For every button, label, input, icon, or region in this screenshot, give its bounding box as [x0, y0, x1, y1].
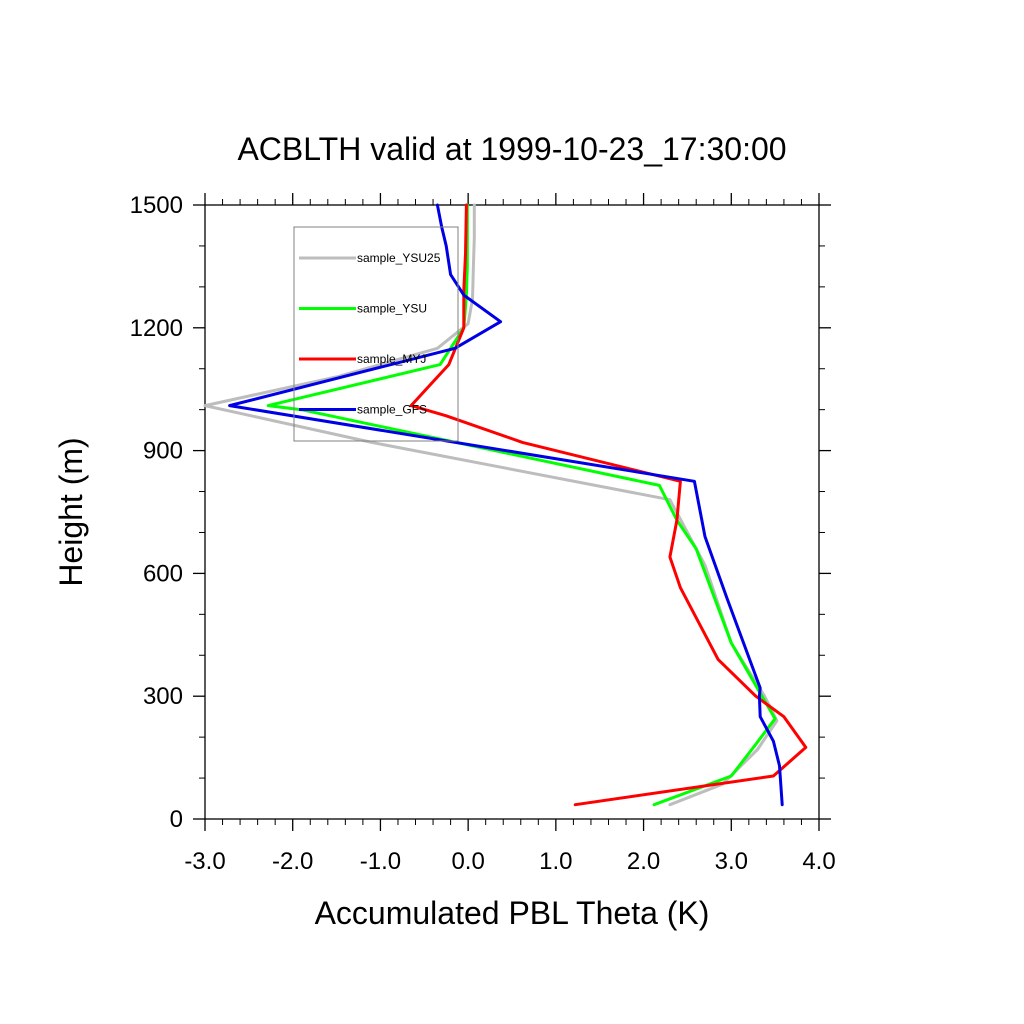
y-tick-label: 900 — [143, 438, 183, 465]
x-tick-label: 1.0 — [539, 848, 572, 875]
major-ticks — [193, 193, 831, 831]
legend-label: sample_MYJ — [357, 352, 426, 366]
y-axis-label: Height (m) — [53, 437, 89, 586]
series-line-sample-ysu — [266, 203, 777, 807]
minor-ticks — [199, 199, 825, 825]
x-tick-label: -1.0 — [360, 848, 401, 875]
legend-items: sample_YSU25 sample_YSU sample_MYJ sample_G… — [299, 251, 441, 417]
y-tick-labels: 0 300 600 900 1200 1500 — [130, 192, 183, 833]
x-tick-label: 3.0 — [715, 848, 748, 875]
chart-title: ACBLTH valid at 1999-10-23_17:30:00 — [237, 131, 786, 167]
legend-label: sample_YSU25 — [357, 251, 441, 265]
series-line-sample-myj — [409, 203, 808, 807]
y-tick-label: 1200 — [130, 315, 183, 342]
x-tick-labels: -3.0 -2.0 -1.0 0.0 1.0 2.0 3.0 4.0 — [184, 848, 835, 875]
y-tick-label: 600 — [143, 560, 183, 587]
x-axis-label: Accumulated PBL Theta (K) — [315, 895, 710, 931]
legend-box — [293, 226, 459, 442]
plot-area — [193, 193, 831, 831]
legend-label: sample_GFS — [357, 403, 427, 417]
series-lines — [203, 203, 808, 807]
y-tick-label: 300 — [143, 683, 183, 710]
y-tick-label: 0 — [170, 806, 183, 833]
series-line-sample-ysu25 — [203, 203, 779, 807]
y-tick-label: 1500 — [130, 192, 183, 219]
x-tick-label: 0.0 — [451, 848, 484, 875]
legend-label: sample_YSU — [357, 302, 427, 316]
x-tick-label: -3.0 — [184, 848, 225, 875]
plot-frame — [204, 204, 820, 820]
x-tick-label: -2.0 — [272, 848, 313, 875]
legend: sample_YSU25 sample_YSU sample_MYJ sample_G… — [293, 226, 459, 442]
series-line-sample-gfs — [228, 203, 784, 807]
x-tick-label: 4.0 — [802, 848, 835, 875]
x-tick-label: 2.0 — [627, 848, 660, 875]
